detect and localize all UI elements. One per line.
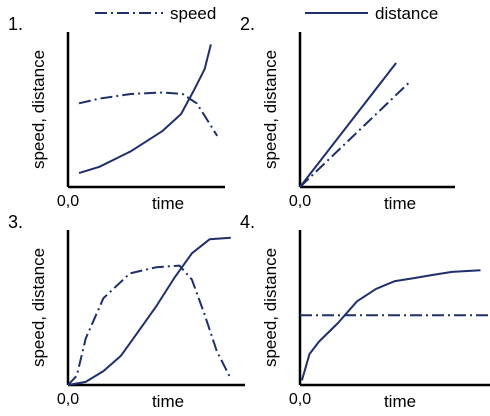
series-line-distance <box>67 236 231 386</box>
panel-label: 3. <box>8 212 23 232</box>
chart-panel-2: 2. speed, distance 0,0 time <box>240 14 455 213</box>
legend: speed distance <box>95 4 438 23</box>
chart-panel-1: 1. speed, distance 0,0 time <box>8 14 225 213</box>
series-line-distance <box>299 62 397 188</box>
x-axis-label: time <box>152 392 184 411</box>
origin-label: 0,0 <box>57 193 79 210</box>
x-axis-label: time <box>384 392 416 411</box>
x-axis-label: time <box>152 194 184 213</box>
series-line-speed <box>78 91 219 137</box>
chart-panel-4: 4. speed, distance 0,0 time <box>240 212 490 411</box>
series-line-distance <box>78 44 212 175</box>
panels: 1. speed, distance 0,0 time 2. speed, distanc… <box>8 14 490 411</box>
series-line-speed <box>299 82 410 188</box>
origin-label: 0,0 <box>57 391 79 408</box>
origin-label: 0,0 <box>289 391 311 408</box>
x-axis-label: time <box>384 194 416 213</box>
y-axis-label: speed, distance <box>29 248 48 367</box>
legend-label-distance: distance <box>375 4 438 23</box>
y-axis-label: speed, distance <box>261 248 280 367</box>
chart-panel-3: 3. speed, distance 0,0 time <box>8 212 245 411</box>
y-axis-label: speed, distance <box>29 50 48 169</box>
series-line-distance <box>300 269 481 381</box>
legend-label-speed: speed <box>170 4 216 23</box>
panel-label: 1. <box>8 14 23 34</box>
panel-label: 2. <box>240 14 255 34</box>
y-axis-label: speed, distance <box>261 50 280 169</box>
panel-label: 4. <box>240 212 255 232</box>
origin-label: 0,0 <box>289 193 311 210</box>
series-line-speed <box>67 264 232 386</box>
